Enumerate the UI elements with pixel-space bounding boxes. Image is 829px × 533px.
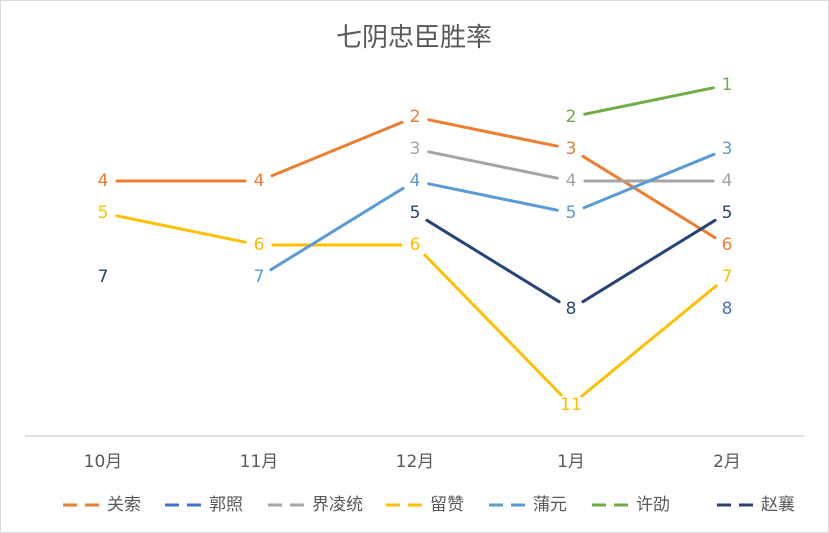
- chart-title: 七阴忠臣胜率: [336, 23, 492, 53]
- data-label: 2: [566, 107, 577, 127]
- data-labels: 4 4 2 3 6 8 3 4 4 5 6 6 11 7 7 4 5 3 2 1 7 5 8 5: [98, 75, 733, 415]
- data-label: 4: [722, 171, 733, 191]
- data-label: 7: [254, 267, 265, 287]
- data-label: 3: [410, 139, 421, 159]
- data-label: 8: [566, 299, 577, 319]
- data-label: 4: [98, 171, 109, 191]
- series-segment: [423, 253, 563, 397]
- series-segment: [270, 120, 404, 178]
- data-label: 8: [722, 299, 733, 319]
- data-label: 7: [722, 267, 733, 287]
- series-lines: [115, 86, 718, 398]
- series-segment: [427, 118, 559, 148]
- series-segment: [581, 154, 717, 240]
- series-segment: [425, 218, 561, 304]
- x-axis-ticks: 10月 11月 12月 1月 2月: [84, 452, 741, 472]
- data-label: 11: [560, 395, 582, 415]
- data-label: 6: [722, 235, 733, 255]
- data-label: 5: [722, 203, 733, 223]
- data-label: 5: [98, 203, 109, 223]
- series-segment: [269, 186, 405, 272]
- data-label: 3: [722, 139, 733, 159]
- data-label: 4: [254, 171, 265, 191]
- data-label: 6: [410, 235, 421, 255]
- x-tick-label: 2月: [713, 452, 741, 472]
- data-label: 4: [566, 171, 577, 191]
- legend-label: 留赞: [430, 495, 464, 515]
- x-tick-label: 11月: [240, 452, 279, 472]
- x-tick-label: 1月: [557, 452, 585, 472]
- legend-label: 蒲元: [533, 495, 567, 515]
- data-label: 6: [254, 235, 265, 255]
- series-segment: [583, 86, 715, 116]
- series-segment: [582, 152, 716, 210]
- data-label: 7: [98, 267, 109, 287]
- series-segment: [427, 182, 559, 212]
- legend-label: 赵襄: [761, 494, 795, 515]
- data-label: 1: [722, 75, 733, 95]
- legend-label: 许劭: [636, 495, 670, 515]
- series-segment: [115, 214, 247, 244]
- series-segment: [581, 218, 717, 304]
- legend-label: 关索: [107, 495, 141, 515]
- series-segment: [580, 284, 718, 398]
- x-tick-label: 10月: [84, 452, 123, 472]
- data-label: 2: [410, 107, 421, 127]
- legend: 关索 郭照 界凌统 留赞 蒲元 许劭 赵襄: [63, 494, 795, 515]
- data-label: 4: [410, 171, 421, 191]
- x-tick-label: 12月: [396, 452, 435, 472]
- legend-label: 界凌统: [312, 495, 363, 515]
- data-label: 3: [566, 139, 577, 159]
- data-label: 5: [410, 203, 421, 223]
- series-segment: [427, 150, 559, 180]
- data-label: 5: [566, 203, 577, 223]
- legend-label: 郭照: [209, 495, 243, 515]
